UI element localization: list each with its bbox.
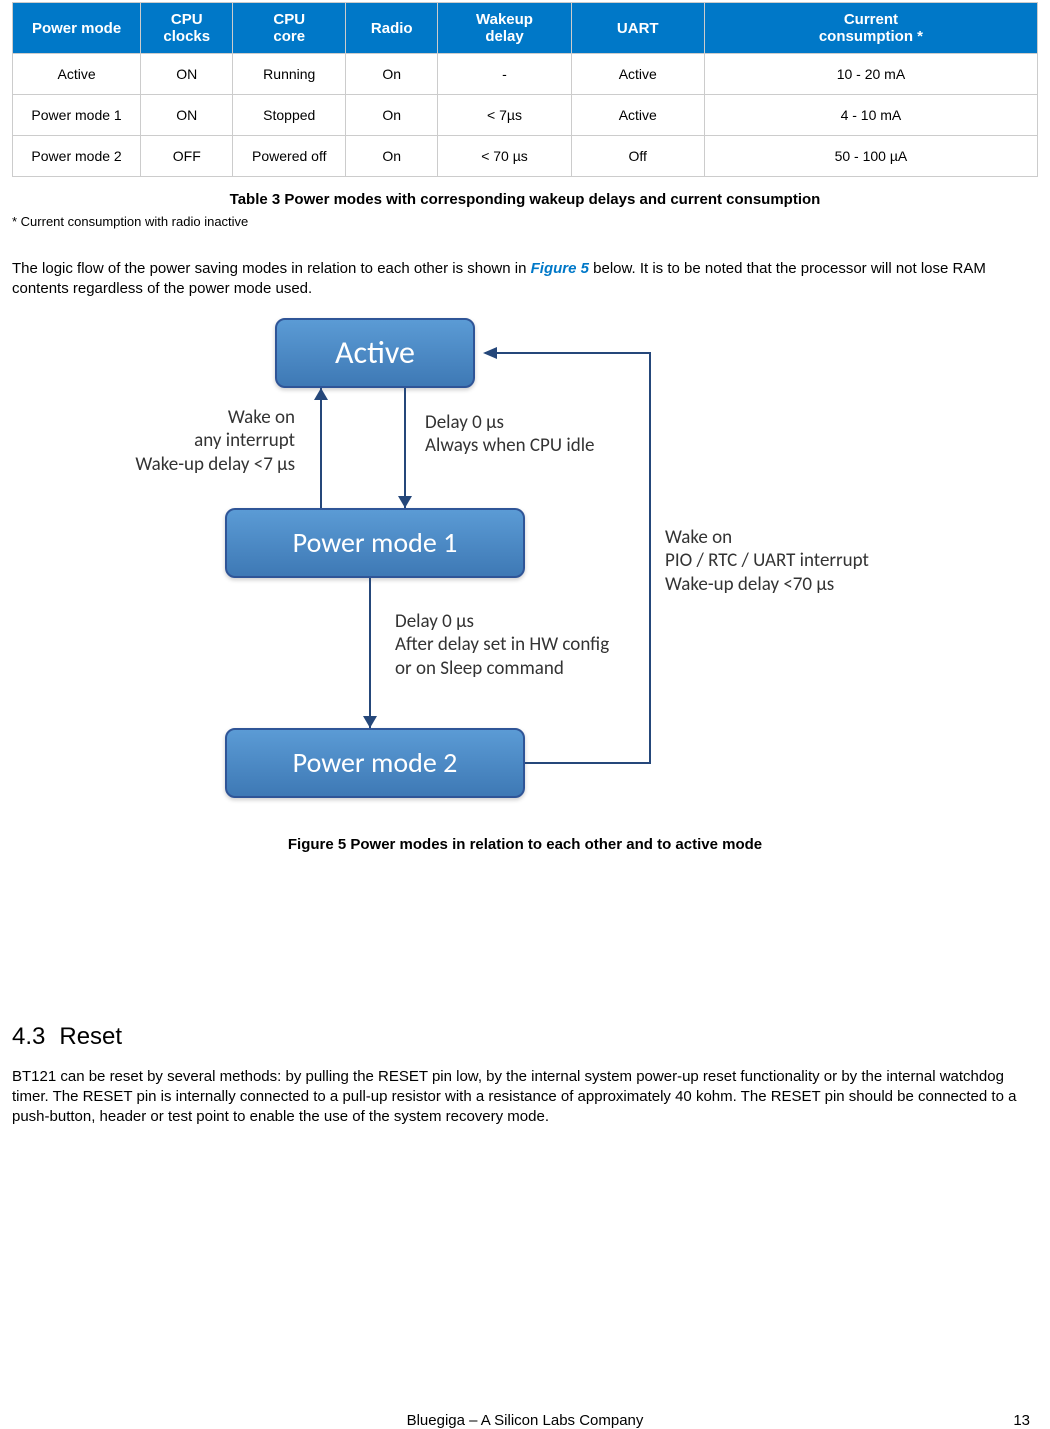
table-row: Power mode 2OFFPowered offOn< 70 µsOff50… <box>13 136 1038 177</box>
table-cell: Power mode 2 <box>13 136 141 177</box>
table-row: ActiveONRunningOn-Active10 - 20 mA <box>13 54 1038 95</box>
table-cell: 50 - 100 µA <box>704 136 1037 177</box>
table-cell: ON <box>141 54 233 95</box>
table-header-cell: CPUcore <box>233 3 346 54</box>
table-cell: < 7µs <box>438 95 571 136</box>
table-cell: 4 - 10 mA <box>704 95 1037 136</box>
table-cell: Active <box>571 54 704 95</box>
section-number: 4.3 <box>12 1023 45 1051</box>
table-cell: Stopped <box>233 95 346 136</box>
diagram-long-arrow <box>95 318 955 818</box>
table-header-cell: UART <box>571 3 704 54</box>
table-cell: OFF <box>141 136 233 177</box>
body-text-pre: The logic flow of the power saving modes… <box>12 260 531 277</box>
table-cell: Running <box>233 54 346 95</box>
reset-paragraph: BT121 can be reset by several methods: b… <box>12 1067 1038 1128</box>
table-cell: On <box>346 136 438 177</box>
table-cell: - <box>438 54 571 95</box>
body-paragraph: The logic flow of the power saving modes… <box>12 259 1038 300</box>
table-caption: Table 3 Power modes with corresponding w… <box>12 191 1038 208</box>
table-cell: Off <box>571 136 704 177</box>
table-cell: On <box>346 54 438 95</box>
table-footnote: * Current consumption with radio inactiv… <box>12 214 1038 229</box>
footer-company: Bluegiga – A Silicon Labs Company <box>0 1412 1050 1429</box>
diagram-container: ActivePower mode 1Power mode 2Wake onany… <box>12 318 1038 818</box>
table-cell: Active <box>13 54 141 95</box>
table-header-cell: Currentconsumption * <box>704 3 1037 54</box>
power-modes-table: Power modeCPUclocksCPUcoreRadioWakeupdel… <box>12 2 1038 177</box>
table-header-cell: Wakeupdelay <box>438 3 571 54</box>
table-header-row: Power modeCPUclocksCPUcoreRadioWakeupdel… <box>13 3 1038 54</box>
table-row: Power mode 1ONStoppedOn< 7µsActive4 - 10… <box>13 95 1038 136</box>
section-heading: 4.3 Reset <box>12 1023 1038 1051</box>
table-cell: Active <box>571 95 704 136</box>
table-cell: Powered off <box>233 136 346 177</box>
table-header-cell: CPUclocks <box>141 3 233 54</box>
table-header-cell: Power mode <box>13 3 141 54</box>
figure-reference: Figure 5 <box>531 260 589 277</box>
section-title: Reset <box>59 1023 122 1050</box>
table-cell: < 70 µs <box>438 136 571 177</box>
table-cell: Power mode 1 <box>13 95 141 136</box>
table-header-cell: Radio <box>346 3 438 54</box>
power-mode-diagram: ActivePower mode 1Power mode 2Wake onany… <box>95 318 955 818</box>
table-cell: On <box>346 95 438 136</box>
table-cell: ON <box>141 95 233 136</box>
footer-pageno: 13 <box>1013 1412 1030 1429</box>
table-cell: 10 - 20 mA <box>704 54 1037 95</box>
table-body: ActiveONRunningOn-Active10 - 20 mAPower … <box>13 54 1038 177</box>
figure-caption: Figure 5 Power modes in relation to each… <box>12 836 1038 853</box>
